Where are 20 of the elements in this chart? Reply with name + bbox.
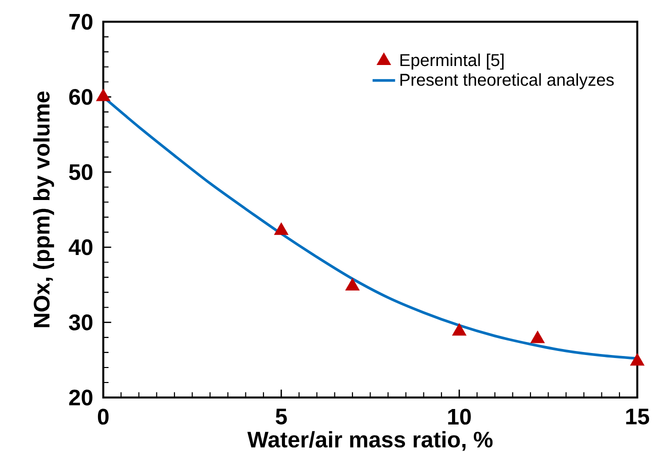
x-tick-label: 0	[98, 408, 109, 425]
x-tick-label: 5	[276, 408, 287, 425]
point	[530, 330, 545, 344]
y-tick-label: 30	[68, 314, 92, 330]
y-tick-label: 50	[69, 164, 92, 180]
x-tick-label: 10	[448, 408, 471, 425]
y-tick-label: 40	[68, 239, 92, 256]
point	[274, 222, 288, 236]
y-tick-label: 60	[69, 89, 92, 105]
legend-label: Epermintal [5]	[400, 54, 504, 70]
y-tick-label: 20	[69, 390, 92, 406]
point	[630, 353, 644, 366]
y-axis-title: NOx, (ppm) by volume	[33, 92, 54, 328]
x-tick-label: 15	[626, 408, 650, 425]
legend-label: Present theoretical analyzes	[400, 73, 614, 90]
x-axis-title: Water/air mass ratio, %	[247, 431, 493, 451]
point	[96, 88, 110, 102]
point	[452, 323, 466, 336]
y-tick-label: 70	[69, 14, 92, 30]
point	[345, 278, 360, 291]
